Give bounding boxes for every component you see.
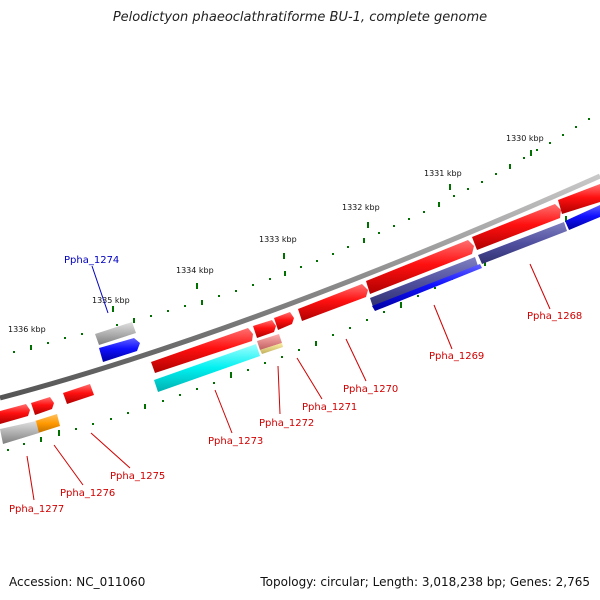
gene-arrow[interactable] [274,312,294,330]
scale-label: 1332 kbp [342,203,380,212]
gene-label[interactable]: Ppha_1271 [302,402,357,413]
gene-arrow[interactable] [260,343,283,354]
gene-arrow[interactable] [99,338,140,362]
gene-arrow[interactable] [151,328,253,373]
forward-strand-genes [0,184,600,424]
gene-arrow[interactable] [366,240,474,294]
scale-label: 1331 kbp [424,169,462,178]
gene-labels: Ppha_1268 Ppha_1269 Ppha_1270 Ppha_1271 … [9,255,582,515]
gene-arrow[interactable] [63,384,94,404]
scale-label: 1330 kbp [506,134,544,143]
gene-arrow[interactable] [31,397,54,415]
map-title: Pelodictyon phaeoclathratiforme BU-1, co… [112,10,488,25]
gene-arrow[interactable] [298,284,368,321]
gene-arrow[interactable] [478,222,567,264]
genome-backbone [0,173,600,401]
scale-label: 1333 kbp [259,235,297,244]
gene-label[interactable]: Ppha_1270 [343,384,398,395]
gene-arrow[interactable] [0,421,39,444]
leader-lines [26,263,551,501]
gene-label[interactable]: Ppha_1277 [9,504,64,515]
inner-scale-ring [7,216,567,451]
outer-scale-ring [13,118,590,353]
gene-label[interactable]: Ppha_1274 [64,255,119,266]
gene-arrow[interactable] [472,204,561,250]
gene-label[interactable]: Ppha_1268 [527,311,582,322]
gene-label[interactable]: Ppha_1273 [208,436,263,447]
genome-summary-text: Topology: circular; Length: 3,018,238 bp… [260,575,590,589]
reverse-strand-genes [0,205,600,444]
scale-label: 1335 kbp [92,296,130,305]
gene-arrow[interactable] [95,322,136,345]
gene-label[interactable]: Ppha_1269 [429,351,484,362]
gene-arrow[interactable] [565,205,600,230]
scale-labels: 1330 kbp 1331 kbp 1332 kbp 1333 kbp 1334… [8,134,544,334]
gene-arrow[interactable] [253,320,276,338]
gene-arrow[interactable] [154,344,260,392]
accession-text: Accession: NC_011060 [9,575,146,589]
gene-arrow[interactable] [558,184,600,214]
gene-arrow[interactable] [0,404,30,424]
gene-arrow[interactable] [370,257,478,307]
gene-label[interactable]: Ppha_1276 [60,488,115,499]
gene-label[interactable]: Ppha_1272 [259,418,314,429]
gene-arrow[interactable] [372,264,482,311]
gene-arrow[interactable] [35,414,60,433]
scale-label: 1334 kbp [176,266,214,275]
gene-label[interactable]: Ppha_1275 [110,471,165,482]
gene-arrow[interactable] [257,334,282,350]
scale-label: 1336 kbp [8,325,46,334]
